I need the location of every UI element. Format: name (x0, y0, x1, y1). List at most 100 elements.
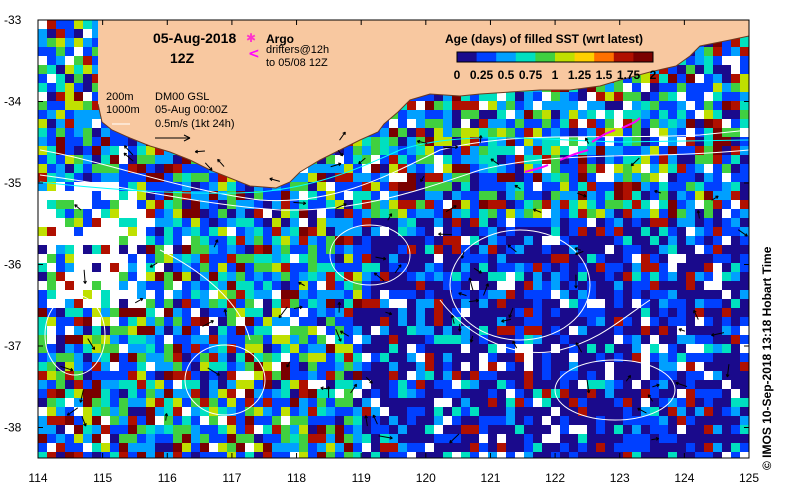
sst-pixel (731, 443, 740, 452)
sst-pixel (65, 65, 74, 74)
sst-pixel (245, 254, 254, 263)
sst-pixel (722, 254, 731, 263)
sst-pixel (38, 272, 47, 281)
sst-pixel (344, 398, 353, 407)
x-tick-label: 122 (545, 471, 565, 485)
sst-pixel (704, 245, 713, 254)
sst-pixel (74, 380, 83, 389)
sst-pixel (479, 110, 488, 119)
sst-pixel (182, 227, 191, 236)
sst-pixel (722, 164, 731, 173)
sst-pixel (173, 434, 182, 443)
sst-pixel (434, 110, 443, 119)
sst-pixel (227, 398, 236, 407)
sst-pixel (182, 326, 191, 335)
sst-pixel (47, 371, 56, 380)
sst-pixel (164, 380, 173, 389)
sst-pixel (92, 164, 101, 173)
sst-pixel (209, 434, 218, 443)
sst-pixel (137, 389, 146, 398)
sst-pixel (335, 353, 344, 362)
sst-pixel (488, 290, 497, 299)
sst-pixel (56, 326, 65, 335)
sst-pixel (326, 263, 335, 272)
sst-pixel (182, 371, 191, 380)
sst-pixel (713, 236, 722, 245)
sst-pixel (632, 443, 641, 452)
sst-pixel (299, 254, 308, 263)
sst-pixel (146, 299, 155, 308)
sst-pixel (308, 380, 317, 389)
sst-pixel (362, 254, 371, 263)
sst-pixel (128, 290, 137, 299)
sst-pixel (344, 191, 353, 200)
sst-pixel (263, 290, 272, 299)
sst-pixel (578, 443, 587, 452)
sst-pixel (632, 146, 641, 155)
sst-pixel (677, 425, 686, 434)
sst-pixel (227, 254, 236, 263)
sst-pixel (155, 209, 164, 218)
sst-pixel (425, 371, 434, 380)
sst-pixel (533, 263, 542, 272)
sst-pixel (515, 362, 524, 371)
current-vector (490, 158, 500, 166)
sst-pixel (677, 236, 686, 245)
sst-pixel (650, 326, 659, 335)
sst-pixel (335, 317, 344, 326)
sst-pixel (173, 326, 182, 335)
sst-pixel (695, 326, 704, 335)
sst-pixel (695, 227, 704, 236)
sst-pixel (452, 290, 461, 299)
sst-pixel (218, 191, 227, 200)
sst-pixel (524, 308, 533, 317)
sst-pixel (578, 263, 587, 272)
sst-pixel (596, 434, 605, 443)
sst-pixel (659, 326, 668, 335)
sst-pixel (641, 362, 650, 371)
sst-pixel (569, 272, 578, 281)
sst-pixel (38, 227, 47, 236)
sst-pixel (371, 443, 380, 452)
sst-pixel (524, 353, 533, 362)
sst-pixel (587, 191, 596, 200)
sst-pixel (713, 326, 722, 335)
sst-pixel (677, 299, 686, 308)
sst-pixel (38, 173, 47, 182)
sst-pixel (434, 254, 443, 263)
sst-pixel (461, 371, 470, 380)
sst-pixel (83, 245, 92, 254)
sst-pixel (281, 200, 290, 209)
sst-pixel (389, 164, 398, 173)
sst-pixel (488, 218, 497, 227)
sst-pixel (578, 434, 587, 443)
sst-pixel (488, 272, 497, 281)
sst-pixel (704, 200, 713, 209)
sst-pixel (47, 317, 56, 326)
sst-pixel (236, 227, 245, 236)
x-tick-label: 118 (287, 471, 306, 485)
sst-pixel (641, 173, 650, 182)
sst-pixel (668, 110, 677, 119)
sst-pixel (281, 308, 290, 317)
sst-pixel (470, 146, 479, 155)
sst-pixel (515, 317, 524, 326)
sst-pixel (524, 434, 533, 443)
sst-pixel (389, 263, 398, 272)
sst-pixel (56, 209, 65, 218)
sst-pixel (731, 173, 740, 182)
sst-pixel (677, 164, 686, 173)
sst-pixel (416, 254, 425, 263)
sst-pixel (47, 182, 56, 191)
sst-pixel (362, 425, 371, 434)
sst-pixel (632, 245, 641, 254)
sst-pixel (659, 218, 668, 227)
sst-pixel (632, 371, 641, 380)
sst-pixel (38, 317, 47, 326)
sst-pixel (146, 362, 155, 371)
sst-pixel (371, 218, 380, 227)
sst-pixel (173, 236, 182, 245)
sst-pixel (542, 398, 551, 407)
sst-pixel (677, 65, 686, 74)
sst-pixel (731, 155, 740, 164)
